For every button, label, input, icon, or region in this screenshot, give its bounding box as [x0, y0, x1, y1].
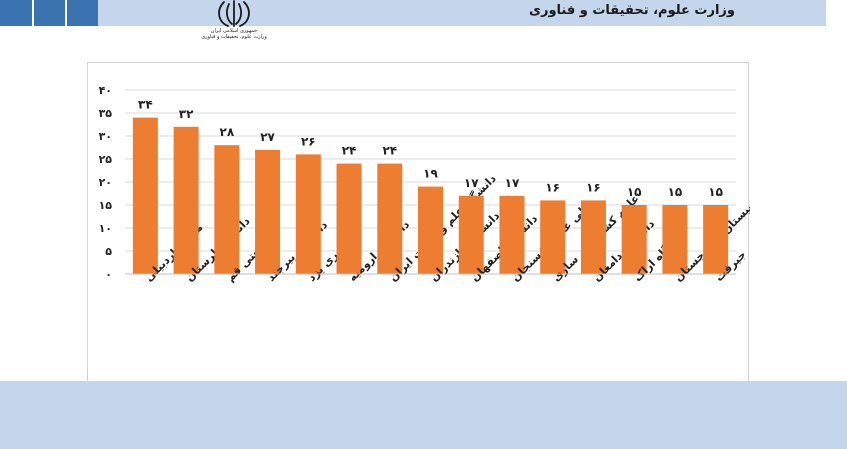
bar: [458, 195, 484, 274]
iran-emblem-icon: [206, 0, 262, 40]
banner-accent-block-3: [67, 0, 98, 26]
bar: [418, 186, 443, 274]
chart-frame: ۰۵۱۰۱۵۲۰۲۵۳۰۳۵۴۰۳۴محقق اردبیلی۳۲دانشگاه …: [87, 62, 750, 386]
data-label: ۲۴: [342, 144, 357, 158]
bar: [621, 205, 647, 274]
bar: [377, 163, 403, 274]
banner-accent-block-2: [34, 0, 65, 26]
y-tick-label: ۴۰: [99, 84, 112, 97]
banner-accent-block-1: [0, 0, 32, 26]
y-tick-label: ۵: [105, 245, 112, 258]
data-label: ۲۷: [260, 130, 275, 144]
data-label: ۲۴: [382, 144, 397, 158]
y-tick-label: ۰: [105, 268, 112, 281]
bar: [499, 195, 525, 274]
bar: [173, 126, 199, 274]
data-label: ۲۸: [220, 125, 235, 139]
bar: [703, 205, 729, 274]
bar: [336, 163, 362, 274]
bar: [295, 154, 321, 274]
bar: [214, 145, 240, 274]
data-label: ۳۲: [179, 107, 194, 121]
data-label: ۱۵: [708, 185, 723, 199]
bar-chart: ۰۵۱۰۱۵۲۰۲۵۳۰۳۵۴۰۳۴محقق اردبیلی۳۲دانشگاه …: [99, 84, 750, 284]
bar: [580, 200, 606, 274]
y-tick-label: ۳۵: [99, 107, 113, 120]
y-tick-label: ۱۰: [99, 222, 112, 235]
y-tick-label: ۲۵: [99, 153, 113, 166]
bar: [132, 117, 158, 274]
data-label: ۱۷: [464, 176, 479, 190]
data-label: ۱۷: [505, 176, 520, 190]
data-label: ۲۶: [301, 134, 316, 148]
data-label: ۱۹: [423, 167, 438, 181]
data-label: ۱۵: [627, 185, 642, 199]
data-label: ۱۶: [586, 180, 601, 194]
banner-accent-gap-2: [65, 0, 67, 26]
data-label: ۳۴: [138, 98, 153, 112]
top-banner: [0, 0, 826, 26]
ministry-title: وزارت علوم، تحقیقات و فناوری: [529, 3, 735, 18]
y-tick-label: ۱۵: [99, 199, 113, 212]
bottom-band: [0, 381, 847, 449]
y-tick-label: ۲۰: [99, 176, 112, 189]
bar: [540, 200, 566, 274]
data-label: ۱۶: [545, 180, 560, 194]
data-label: ۱۵: [668, 185, 683, 199]
bar: [255, 149, 281, 274]
bar: [662, 205, 688, 274]
y-tick-label: ۳۰: [99, 130, 112, 143]
banner-accent-gap-1: [32, 0, 34, 26]
emblem-caption: جمهوری اسلامی ایران وزارت علوم، تحقیقات …: [201, 28, 267, 40]
